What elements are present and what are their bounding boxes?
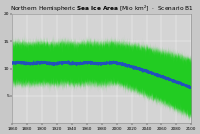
Title: Northern Hemispheric $\mathbf{Sea\ Ice\ Area}$ [Mio km²]  ·  Scenario B1: Northern Hemispheric $\mathbf{Sea\ Ice\ … — [10, 3, 194, 14]
